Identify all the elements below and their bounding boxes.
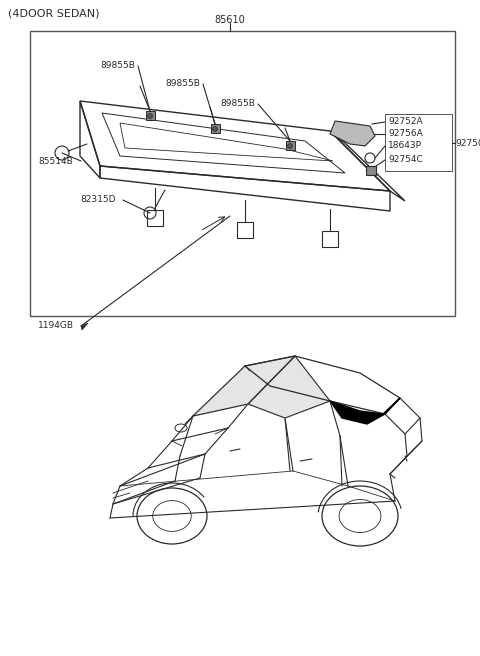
Polygon shape: [81, 323, 88, 330]
Circle shape: [288, 144, 292, 148]
Text: 1194GB: 1194GB: [38, 321, 74, 331]
Text: 92752A: 92752A: [388, 117, 422, 127]
Text: 85514B: 85514B: [38, 157, 73, 165]
Text: 82315D: 82315D: [80, 195, 116, 205]
Text: 89855B: 89855B: [165, 79, 200, 89]
Text: 85610: 85610: [215, 15, 245, 25]
Polygon shape: [330, 121, 375, 146]
Text: 92756A: 92756A: [388, 129, 423, 138]
Bar: [286, 141, 295, 150]
Text: 92754C: 92754C: [388, 155, 423, 165]
Polygon shape: [330, 398, 400, 424]
Bar: [146, 111, 155, 120]
Text: 18643P: 18643P: [388, 142, 422, 150]
Text: (4DOOR SEDAN): (4DOOR SEDAN): [8, 8, 99, 18]
Bar: [211, 124, 220, 133]
Bar: [385, 114, 452, 171]
Bar: [366, 166, 376, 175]
Bar: [30, 31, 455, 316]
Polygon shape: [193, 356, 295, 416]
Text: 89855B: 89855B: [220, 100, 255, 108]
Text: 92750A: 92750A: [455, 138, 480, 148]
Circle shape: [147, 113, 153, 119]
Bar: [237, 222, 253, 238]
Circle shape: [213, 127, 217, 131]
Text: 89855B: 89855B: [100, 62, 135, 70]
Polygon shape: [248, 356, 330, 418]
Bar: [147, 210, 163, 226]
Bar: [322, 231, 338, 247]
